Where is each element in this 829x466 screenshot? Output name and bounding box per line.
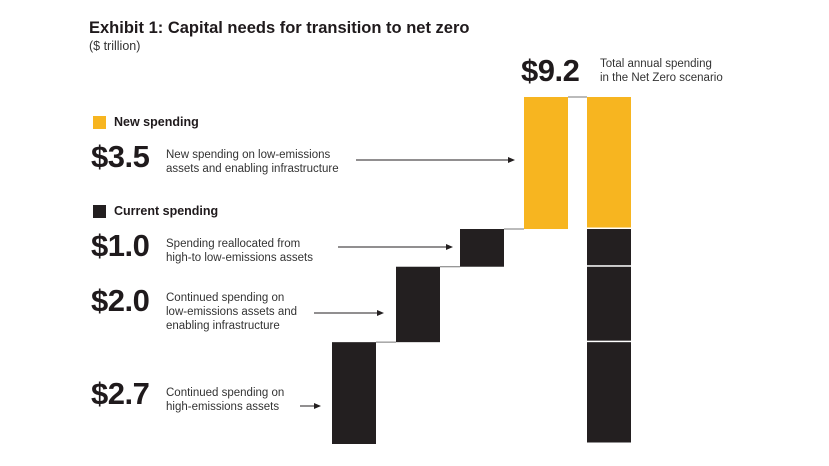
desc-line: Continued spending on [166, 387, 285, 399]
waterfall-bar-1 [396, 266, 440, 343]
waterfall-bar-0 [332, 342, 376, 444]
waterfall-bar-2 [460, 229, 504, 267]
legend-new-label: New spending [114, 115, 199, 129]
desc-line: Spending reallocated from [166, 238, 301, 250]
value-reallocated: $1.0 [91, 228, 150, 263]
desc-line: high-emissions assets [166, 401, 280, 413]
total-value: $9.2 [521, 53, 580, 88]
total-desc-line: Total annual spending [600, 58, 712, 70]
desc-continued-high: Continued spending on high-emissions ass… [166, 386, 284, 414]
value-continued-low: $2.0 [91, 283, 150, 318]
desc-line: New spending on low-emissions [166, 149, 331, 161]
chart-title: Exhibit 1: Capital needs for transition … [89, 19, 470, 37]
desc-line: low-emissions assets and [166, 306, 298, 318]
desc-line: enabling infrastructure [166, 320, 280, 332]
total-bar-segment-0 [587, 342, 631, 443]
desc-line: assets and enabling infrastructure [166, 163, 339, 175]
total-bar-segment-1 [587, 266, 631, 341]
total-desc-line: in the Net Zero scenario [600, 72, 723, 84]
desc-continued-low: Continued spending on low-emissions asse… [166, 291, 297, 333]
desc-line: Continued spending on [166, 292, 285, 304]
total-bar-segment-3 [587, 97, 631, 228]
total-bar-segment-2 [587, 229, 631, 266]
desc-reallocated: Spending reallocated from high-to low-em… [166, 237, 313, 265]
value-new-spending: $3.5 [91, 139, 150, 174]
legend-new-swatch [93, 115, 106, 129]
chart-subtitle: ($ trillion) [89, 39, 141, 53]
waterfall-bar-3 [524, 97, 568, 230]
legend-current-label: Current spending [114, 204, 219, 218]
desc-new-spending: New spending on low-emissions assets and… [166, 148, 339, 176]
value-continued-high: $2.7 [91, 376, 150, 411]
legend-current: Current spending [93, 204, 218, 218]
desc-line: high-to low-emissions assets [166, 252, 314, 264]
legend-current-swatch [93, 204, 106, 218]
total-description: Total annual spending in the Net Zero sc… [600, 57, 723, 85]
legend-new: New spending [93, 115, 199, 129]
